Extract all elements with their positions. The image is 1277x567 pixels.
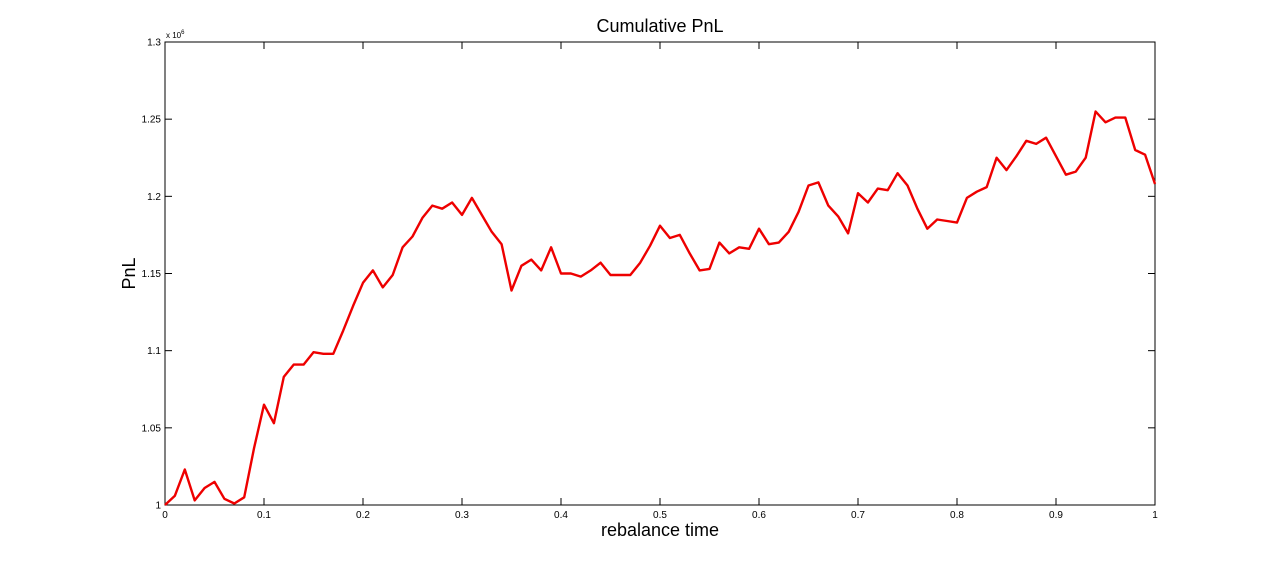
y-tick-label: 1.05 (142, 423, 162, 434)
y-tick-label: 1.1 (147, 346, 161, 357)
x-tick-label: 0.8 (950, 510, 964, 521)
x-tick-label: 0 (162, 510, 168, 521)
x-tick-label: 0.9 (1049, 510, 1063, 521)
x-tick-label: 0.2 (356, 510, 370, 521)
x-tick-label: 0.1 (257, 510, 271, 521)
y-axis-label: PnL (119, 257, 139, 289)
series-line-pnl (164, 110, 1157, 506)
y-tick-label: 1 (155, 501, 161, 512)
x-tick-label: 0.5 (653, 510, 667, 521)
x-tick-label: 1 (1152, 510, 1158, 521)
y-tick-label: 1.3 (147, 38, 161, 49)
plot-area (164, 41, 1156, 506)
x-axis-label: rebalance time (601, 520, 719, 540)
x-tick-label: 0.4 (554, 510, 568, 521)
y-tick-label: 1.25 (142, 115, 162, 126)
y-axis-exponent: x 106 (166, 30, 185, 40)
chart-title: Cumulative PnL (596, 16, 723, 36)
y-tick-label: 1.2 (147, 192, 161, 203)
x-tick-label: 0.3 (455, 510, 469, 521)
x-tick-label: 0.6 (752, 510, 766, 521)
x-axis-ticks: 0 0.1 0.2 0.3 0.4 0.5 0.6 0.7 0.8 0.9 1 (162, 42, 1158, 521)
y-tick-label: 1.15 (142, 269, 162, 280)
x-tick-label: 0.7 (851, 510, 865, 521)
